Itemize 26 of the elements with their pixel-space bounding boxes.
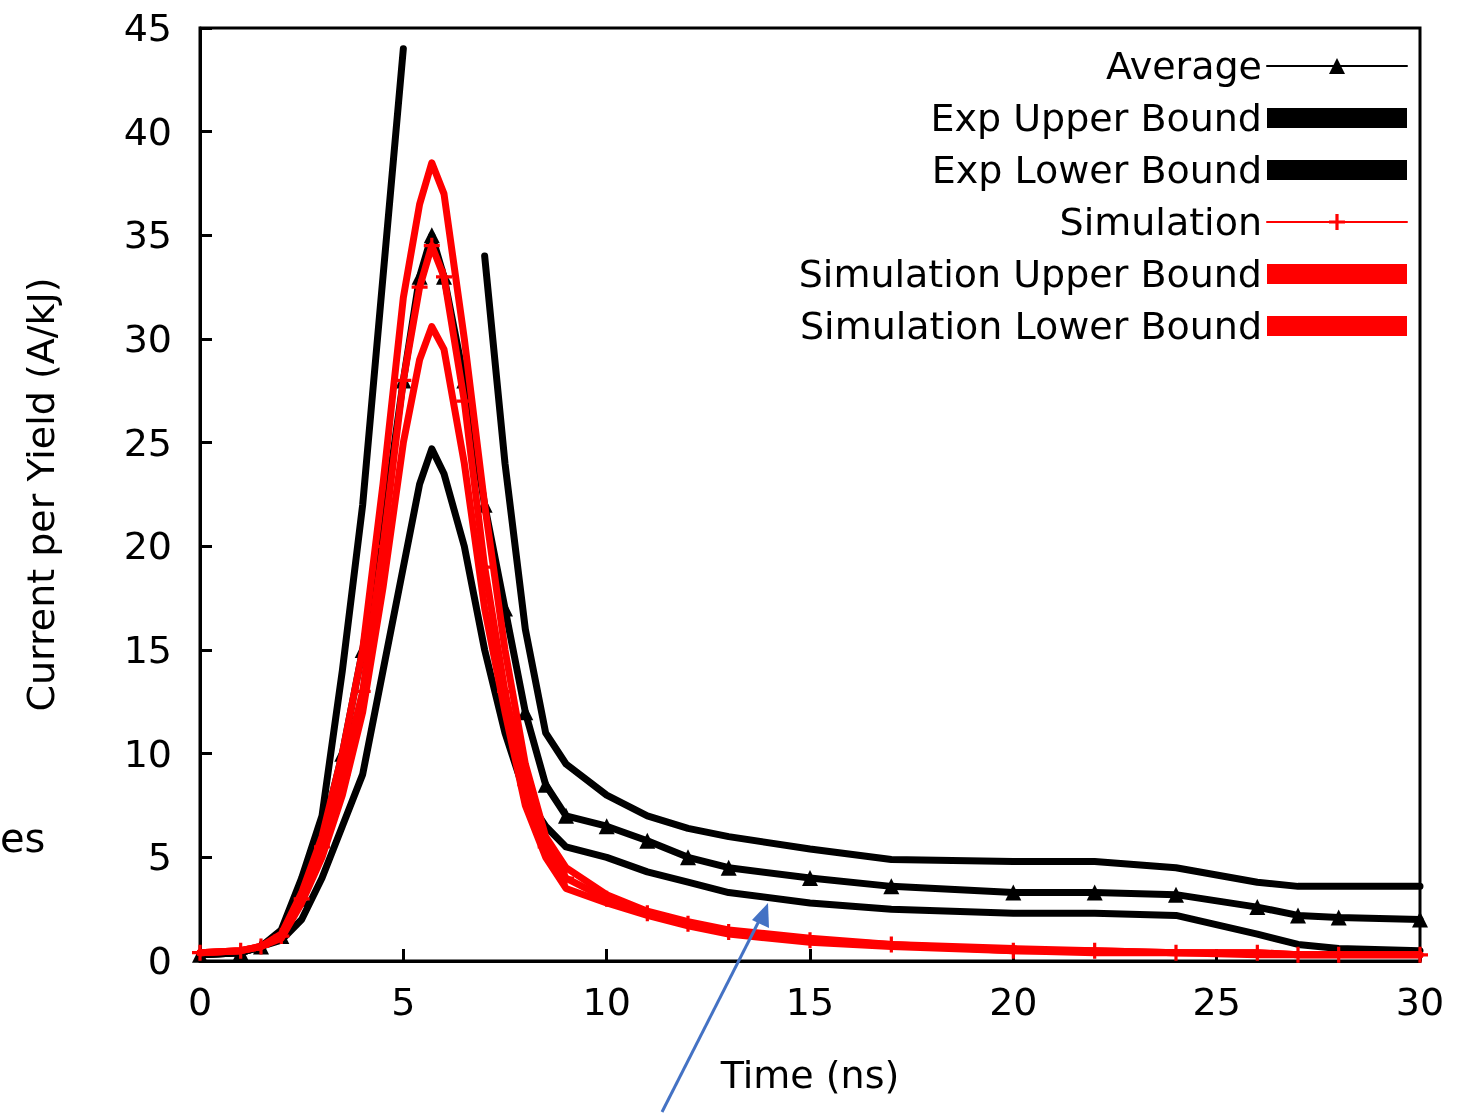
- y-tick-label: 40: [123, 109, 172, 154]
- legend-label: Exp Upper Bound: [930, 96, 1262, 140]
- text: es: [0, 815, 46, 861]
- x-tick-label: 30: [1395, 980, 1445, 1024]
- legend-label: Simulation Upper Bound: [798, 252, 1262, 296]
- y-tick-label: 35: [123, 213, 172, 258]
- x-tick-label: 25: [1192, 980, 1241, 1024]
- y-tick-label: 25: [123, 420, 172, 465]
- y-tick-label: 15: [123, 628, 172, 672]
- y-tick-label: 30: [123, 317, 172, 361]
- x-tick-label: 10: [582, 980, 631, 1024]
- x-tick-label: 5: [391, 980, 416, 1024]
- x-tick-label: 15: [785, 980, 835, 1024]
- legend-label: Average: [1105, 44, 1262, 88]
- y-tick-label: 10: [123, 731, 172, 776]
- legend-label: Simulation: [1059, 200, 1262, 244]
- y-tick-label: 0: [147, 939, 172, 983]
- y-tick-label: 5: [147, 835, 172, 880]
- y-tick-label: 45: [123, 6, 172, 50]
- y-tick-label: 20: [123, 524, 172, 569]
- x-axis-title: Time (ns): [719, 1053, 900, 1097]
- legend-label: Exp Lower Bound: [931, 148, 1262, 192]
- x-tick-label: 20: [989, 980, 1038, 1024]
- y-axis-title: Current per Yield (A/kJ): [19, 277, 63, 712]
- x-tick-label: 0: [187, 980, 213, 1024]
- legend-label: Simulation Lower Bound: [799, 304, 1262, 348]
